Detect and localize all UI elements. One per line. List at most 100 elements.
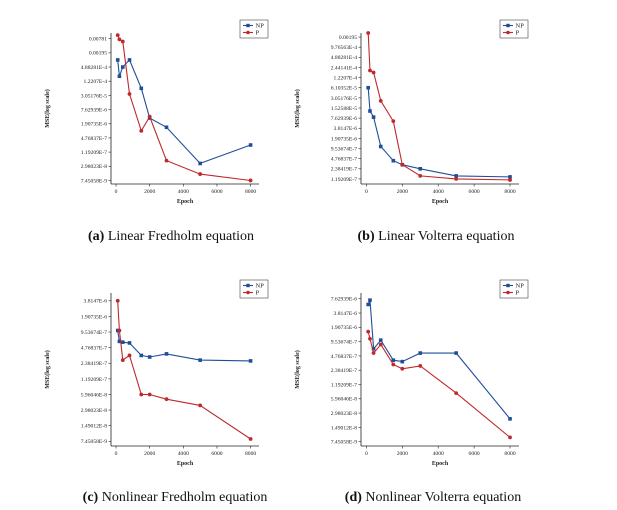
caption-tag: (d) xyxy=(345,490,362,505)
y-tick-label: 1.19209E-7 xyxy=(331,177,357,183)
caption-tag: (c) xyxy=(83,490,99,505)
data-point-p xyxy=(366,31,371,35)
x-axis-title: Epoch xyxy=(432,461,449,467)
data-point-p xyxy=(147,392,152,397)
chart-caption: (c) Nonlinear Fredholm equation xyxy=(83,490,268,505)
x-tick-label: 4000 xyxy=(178,451,189,457)
x-tick-label: 2000 xyxy=(397,189,408,195)
y-tick-label: 2.44141E-4 xyxy=(331,65,357,71)
data-point-p xyxy=(127,92,132,96)
x-tick-label: 8000 xyxy=(245,451,256,457)
y-tick-label: 1.2207E-4 xyxy=(84,79,108,85)
y-tick-label: 7.45058E-9 xyxy=(81,439,107,445)
y-tick-label: 9.53674E-7 xyxy=(331,146,357,152)
y-axis-title: MSE(log scale) xyxy=(294,350,301,389)
data-point-p xyxy=(391,119,396,124)
legend-label-p: P xyxy=(516,290,520,297)
data-point-np xyxy=(400,359,405,364)
caption-text: Nonlinear Fredholm equation xyxy=(98,490,267,505)
x-tick-label: 4000 xyxy=(433,189,444,195)
data-point-p xyxy=(391,362,396,367)
legend-label-p: P xyxy=(516,30,520,37)
data-point-np xyxy=(120,65,125,69)
data-point-p xyxy=(418,173,423,178)
caption-text: Linear Volterra equation xyxy=(375,229,515,244)
data-point-p xyxy=(120,39,125,44)
x-tick-label: 6000 xyxy=(469,451,480,457)
y-tick-label: 0.00195 xyxy=(89,51,107,57)
data-point-p xyxy=(454,391,459,395)
data-point-p xyxy=(378,342,383,347)
data-point-p xyxy=(368,336,372,341)
data-point-np xyxy=(418,351,423,355)
x-tick-label: 0 xyxy=(115,451,118,457)
data-point-np xyxy=(508,417,512,421)
y-tick-label: 2.38419E-7 xyxy=(331,167,357,173)
y-tick-label: 1.19209E-7 xyxy=(331,382,357,388)
x-tick-label: 6000 xyxy=(211,451,222,457)
y-tick-label: 1.90735E-6 xyxy=(331,325,357,331)
y-tick-label: 3.05176E-5 xyxy=(331,96,357,102)
y-tick-label: 1.2207E-4 xyxy=(334,75,358,81)
y-tick-label: 3.8147E-6 xyxy=(84,299,108,305)
y-tick-label: 1.19209E-7 xyxy=(81,150,107,156)
data-point-np xyxy=(454,351,458,355)
y-tick-label: 7.45058E-9 xyxy=(81,178,107,184)
data-point-np xyxy=(368,298,372,302)
y-tick-label: 1.90735E-6 xyxy=(81,122,107,128)
data-point-p xyxy=(368,68,372,73)
y-axis-title: MSE(log scale) xyxy=(44,350,51,389)
legend-label-p: P xyxy=(256,30,260,37)
x-tick-label: 8000 xyxy=(245,189,256,195)
y-tick-label: 5.96046E-8 xyxy=(331,397,357,403)
x-tick-label: 0 xyxy=(115,189,118,195)
x-tick-label: 0 xyxy=(365,189,368,195)
y-tick-label: 4.76837E-7 xyxy=(81,346,107,352)
data-point-p xyxy=(454,177,459,181)
chart-panel-b: 0.00195 9.76563E-4 4.88281E-4 2.44141E-4 1.2… xyxy=(294,19,529,244)
legend-marker-np xyxy=(506,23,510,28)
y-tick-label: 7.62939E-6 xyxy=(331,116,357,122)
data-point-p xyxy=(198,172,203,176)
data-point-np xyxy=(366,85,370,90)
data-point-p xyxy=(371,351,376,355)
chart-caption: (a) Linear Fredholm equation xyxy=(88,229,254,244)
y-tick-label: 3.8147E-6 xyxy=(334,126,358,132)
data-point-np xyxy=(115,58,120,62)
data-point-np xyxy=(198,358,202,362)
data-point-np xyxy=(248,359,253,363)
y-tick-label: 9.76563E-4 xyxy=(331,45,357,51)
x-tick-label: 8000 xyxy=(504,189,515,195)
data-point-np xyxy=(418,166,423,171)
data-point-p xyxy=(371,70,376,75)
y-tick-label: 2.98023E-8 xyxy=(331,411,357,417)
data-point-p xyxy=(164,158,169,163)
data-point-np xyxy=(120,340,125,344)
caption-tag: (b) xyxy=(358,229,375,244)
data-point-p xyxy=(127,353,132,358)
series-line-np xyxy=(117,58,251,165)
data-point-np xyxy=(371,346,376,351)
legend-marker-p xyxy=(506,290,510,295)
data-point-np xyxy=(139,86,144,91)
series-line-np xyxy=(117,330,251,362)
series-line-p xyxy=(117,300,251,440)
y-tick-label: 1.52588E-5 xyxy=(331,106,357,112)
series-line-np xyxy=(367,299,511,420)
legend-marker-p xyxy=(246,290,250,295)
chart-panel-c: 3.8147E-6 1.90735E-6 9.53674E-7 4.76837E-7 2… xyxy=(44,279,269,505)
chart-panel-d: 7.62939E-6 3.8147E-6 1.90735E-6 9.53674E-7 4… xyxy=(294,279,529,505)
x-axis-title: Epoch xyxy=(177,199,194,205)
data-point-p xyxy=(248,178,253,183)
data-point-p xyxy=(117,37,122,42)
data-point-np xyxy=(454,174,458,178)
data-point-p xyxy=(164,397,169,402)
y-tick-label: 4.76837E-7 xyxy=(81,136,107,142)
y-tick-label: 4.88281E-4 xyxy=(81,65,107,71)
data-point-p xyxy=(378,98,383,103)
y-tick-label: 2.98023E-8 xyxy=(81,408,107,414)
y-tick-label: 1.49012E-8 xyxy=(81,424,107,430)
y-tick-label: 7.62939E-6 xyxy=(81,107,107,113)
data-point-np xyxy=(147,355,152,359)
data-point-np xyxy=(117,339,122,344)
